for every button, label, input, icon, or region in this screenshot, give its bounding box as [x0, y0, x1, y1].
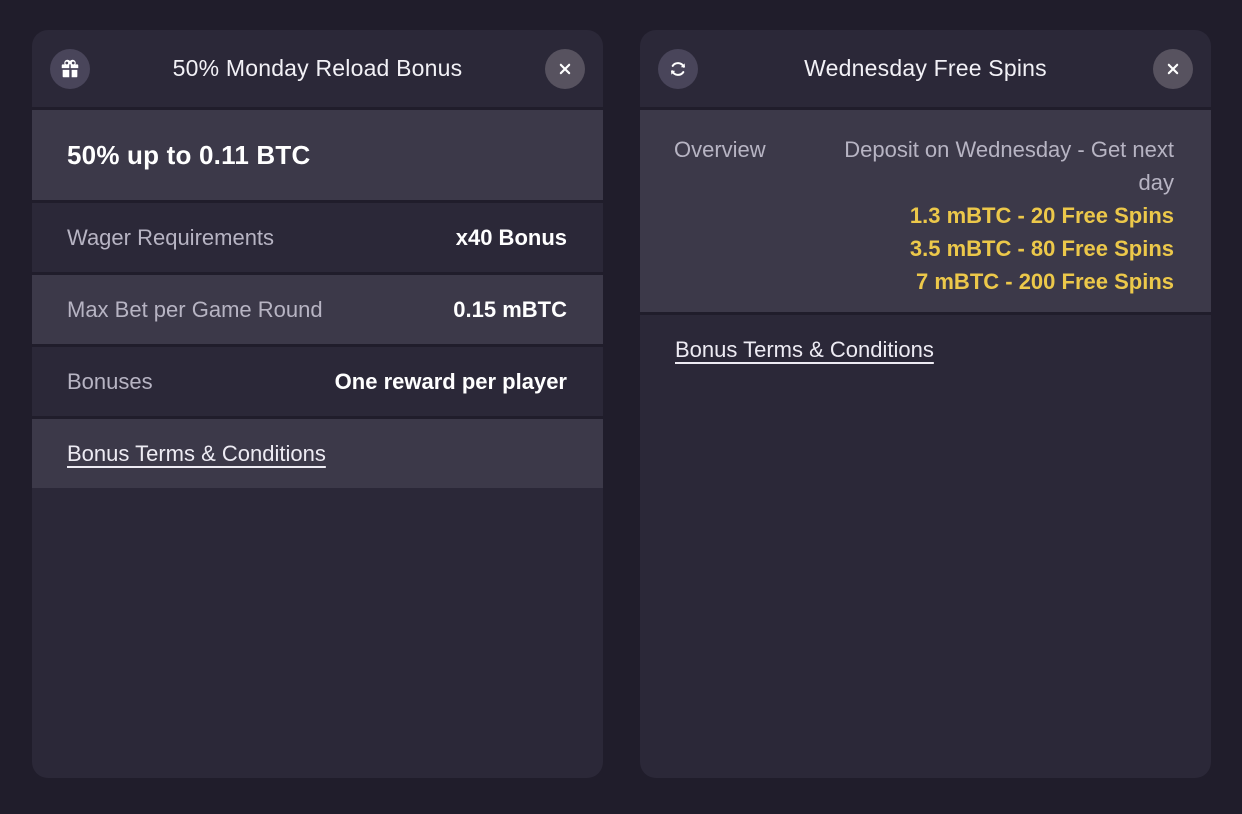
bonus-headline-row: 50% up to 0.11 BTC	[32, 107, 603, 200]
bonus-headline: 50% up to 0.11 BTC	[67, 139, 311, 170]
wednesday-free-spins-panel: Wednesday Free Spins Overview Deposit on…	[640, 30, 1211, 778]
panel-title: 50% Monday Reload Bonus	[172, 55, 463, 81]
row-value: x40 Bonus	[455, 224, 567, 250]
refresh-icon	[658, 48, 698, 89]
overview-description: Deposit on Wednesday - Get next day 1.3 …	[766, 133, 1174, 298]
row-value: One reward per player	[334, 368, 567, 394]
row-label: Wager Requirements	[67, 224, 275, 250]
terms-row: Bonus Terms & Conditions	[640, 312, 1211, 384]
gift-icon	[50, 48, 90, 89]
close-icon[interactable]	[545, 48, 585, 89]
monday-reload-bonus-panel: 50% Monday Reload Bonus 50% up to 0.11 B…	[32, 30, 603, 778]
overview-text: Deposit on Wednesday - Get next day	[844, 137, 1174, 195]
row-label: Max Bet per Game Round	[67, 296, 323, 322]
panel-header: 50% Monday Reload Bonus	[32, 30, 603, 107]
panel-title: Wednesday Free Spins	[804, 55, 1047, 81]
panel-header: Wednesday Free Spins	[640, 30, 1211, 107]
bonus-terms-link[interactable]: Bonus Terms & Conditions	[675, 336, 934, 362]
tier-line: 3.5 mBTC - 80 Free Spins	[909, 236, 1174, 261]
close-icon[interactable]	[1153, 48, 1193, 89]
table-row: Wager Requirements x40 Bonus	[32, 200, 603, 272]
bonus-terms-link[interactable]: Bonus Terms & Conditions	[67, 440, 326, 466]
overview-label: Overview	[674, 137, 766, 162]
overview-row: Overview Deposit on Wednesday - Get next…	[640, 107, 1211, 312]
table-row: Max Bet per Game Round 0.15 mBTC	[32, 272, 603, 344]
row-value: 0.15 mBTC	[453, 296, 567, 322]
row-label: Bonuses	[67, 368, 153, 394]
tier-line: 1.3 mBTC - 20 Free Spins	[909, 203, 1174, 228]
terms-row: Bonus Terms & Conditions	[32, 416, 603, 488]
tier-line: 7 mBTC - 200 Free Spins	[916, 269, 1174, 294]
table-row: Bonuses One reward per player	[32, 344, 603, 416]
